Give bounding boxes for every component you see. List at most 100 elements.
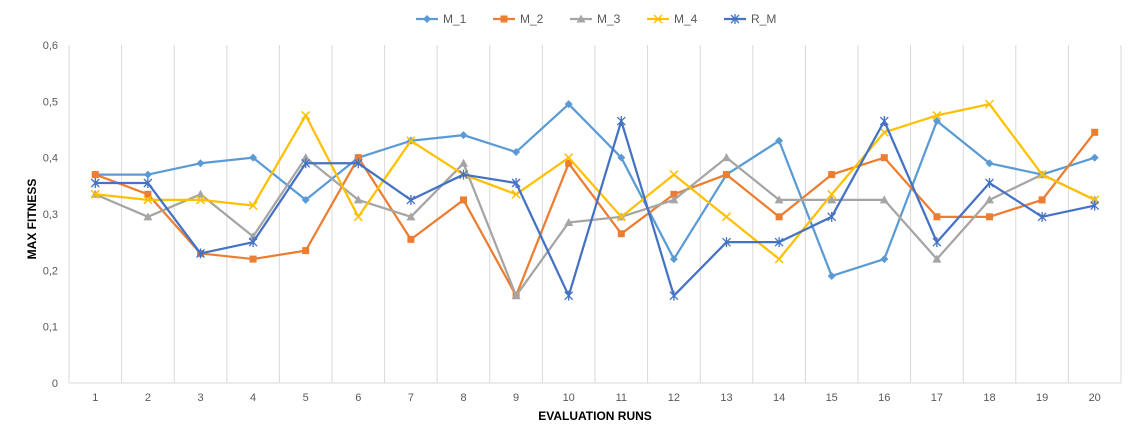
- x-tick-label: 3: [197, 392, 203, 404]
- data-point: [774, 237, 784, 248]
- data-point: [879, 116, 889, 127]
- data-point: [353, 195, 363, 204]
- data-point: [196, 159, 205, 168]
- series-line: [95, 103, 1096, 278]
- data-point: [301, 153, 311, 162]
- data-point: [301, 110, 311, 120]
- data-point: [196, 189, 205, 198]
- legend-label: M_2: [520, 12, 544, 26]
- x-tick-label: 17: [931, 392, 943, 404]
- legend-marker: [423, 15, 431, 23]
- x-tick-label: 18: [983, 392, 995, 404]
- x-tick-label: 1: [92, 392, 98, 404]
- y-tick-label: 0,6: [43, 40, 58, 52]
- data-point: [932, 237, 942, 248]
- data-point: [90, 178, 100, 189]
- x-tick-label: 11: [616, 392, 627, 404]
- vertical-gridlines: [68, 45, 1122, 384]
- data-point: [459, 169, 468, 180]
- data-point: [1038, 196, 1046, 204]
- series-m-4: [90, 99, 1100, 264]
- data-point: [616, 212, 626, 222]
- legend-marker: [730, 14, 740, 24]
- y-tick-label: 0,2: [43, 265, 58, 277]
- data-point: [669, 255, 678, 264]
- x-tick-label: 5: [303, 392, 309, 404]
- data-point: [196, 248, 205, 259]
- x-tick-label: 15: [826, 392, 838, 404]
- legend-label: R_M: [751, 12, 776, 26]
- legend-marker: [653, 14, 663, 24]
- x-tick-label: 12: [668, 392, 680, 404]
- x-tick-label: 16: [878, 392, 890, 404]
- data-point: [669, 170, 679, 180]
- data-point: [301, 195, 310, 204]
- legend-item: M_3: [570, 12, 621, 26]
- data-point: [1091, 128, 1099, 136]
- data-point: [616, 116, 626, 127]
- data-point: [775, 136, 784, 145]
- series-line: [94, 156, 1096, 297]
- series-r-m: [90, 116, 1100, 301]
- data-point: [565, 159, 573, 167]
- y-tick-label: 0: [52, 378, 58, 390]
- data-point: [459, 131, 468, 140]
- data-point: [1037, 170, 1047, 180]
- x-tick-label: 2: [145, 392, 151, 404]
- data-point: [985, 159, 994, 168]
- data-point: [1090, 153, 1099, 162]
- data-point: [564, 217, 574, 226]
- series-lines: [90, 99, 1100, 301]
- data-point: [143, 178, 153, 189]
- y-tick-label: 0,5: [43, 96, 58, 108]
- legend-label: M_1: [443, 12, 467, 26]
- data-point: [723, 171, 730, 179]
- data-point: [827, 271, 836, 280]
- legend-label: M_4: [674, 12, 698, 26]
- data-point: [353, 158, 363, 169]
- data-point: [249, 153, 258, 162]
- data-point: [512, 148, 521, 157]
- y-axis-tick-labels: 0 0,1 0,2 0,3 0,4 0,5 0,6: [43, 40, 58, 390]
- y-tick-label: 0,1: [43, 322, 58, 334]
- data-point: [985, 178, 994, 189]
- data-point: [406, 194, 416, 205]
- y-tick-label: 0,4: [43, 153, 58, 165]
- data-point: [828, 171, 836, 179]
- data-point: [407, 235, 415, 243]
- y-tick-label: 0,3: [43, 209, 58, 221]
- data-point: [880, 255, 889, 264]
- x-tick-label: 9: [513, 392, 519, 404]
- data-point: [511, 291, 521, 300]
- data-point: [879, 195, 889, 204]
- data-point: [932, 110, 942, 120]
- legend-item: R_M: [724, 12, 776, 26]
- data-point: [406, 136, 416, 146]
- data-point: [617, 230, 625, 238]
- data-point: [460, 196, 467, 204]
- legend-marker: [500, 15, 508, 23]
- data-point: [354, 154, 362, 162]
- data-point: [143, 170, 152, 179]
- data-point: [984, 99, 995, 109]
- data-point: [722, 153, 731, 162]
- x-tick-label: 20: [1089, 392, 1101, 404]
- data-point: [880, 154, 888, 162]
- x-tick-label: 10: [563, 392, 575, 404]
- data-point: [669, 195, 679, 204]
- data-point: [774, 254, 784, 264]
- legend-item: M_1: [416, 12, 467, 26]
- data-point: [91, 171, 99, 179]
- legend-item: M_2: [493, 12, 544, 26]
- data-point: [248, 201, 258, 211]
- y-axis-title: MAX FITNESS: [25, 179, 39, 260]
- legend-marker: [576, 14, 586, 23]
- data-point: [721, 212, 732, 222]
- x-tick-label: 6: [355, 392, 361, 404]
- data-point: [932, 117, 941, 126]
- data-point: [459, 158, 468, 167]
- data-point: [406, 212, 416, 221]
- data-point: [933, 213, 941, 221]
- x-tick-label: 14: [773, 392, 785, 404]
- data-point: [564, 100, 573, 109]
